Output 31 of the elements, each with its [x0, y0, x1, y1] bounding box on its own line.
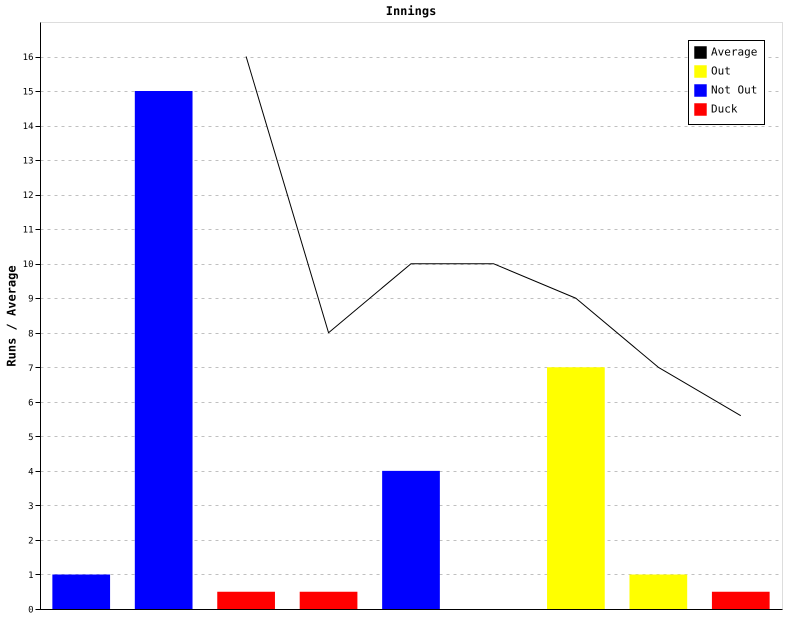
y-tick-label: 4: [28, 467, 34, 478]
y-tick-label: 10: [22, 260, 34, 270]
bar: [300, 592, 358, 609]
bar: [52, 574, 110, 609]
y-tick-label: 7: [28, 364, 34, 374]
y-tick-label: 14: [22, 122, 34, 132]
bar: [134, 91, 193, 609]
y-tick-label: 16: [22, 53, 34, 64]
y-tick-label: 12: [22, 191, 34, 202]
legend-label: Duck: [711, 102, 738, 116]
y-tick-label: 13: [22, 156, 34, 167]
bar: [712, 592, 770, 609]
bar: [382, 470, 440, 609]
legend-label: Average: [711, 46, 758, 58]
y-tick-label: 8: [28, 329, 34, 340]
bar: [547, 367, 605, 609]
legend-label: Out: [711, 64, 731, 78]
y-tick-label: 1: [28, 570, 34, 581]
bar: [629, 574, 688, 609]
bar: [217, 592, 275, 609]
y-tick-label: 5: [28, 432, 34, 443]
chart-title: Innings: [386, 4, 436, 18]
y-tick-label: 3: [28, 502, 34, 512]
y-axis-title: Runs / Average: [4, 265, 19, 367]
y-tick-label: 9: [28, 294, 34, 305]
y-tick-label: 15: [22, 88, 34, 98]
y-tick-label: 2: [28, 536, 34, 546]
y-tick-label: 0: [28, 606, 34, 616]
legend-label: Not Out: [711, 84, 758, 96]
y-tick-label: 11: [22, 226, 34, 236]
y-tick-label: 6: [28, 398, 34, 408]
